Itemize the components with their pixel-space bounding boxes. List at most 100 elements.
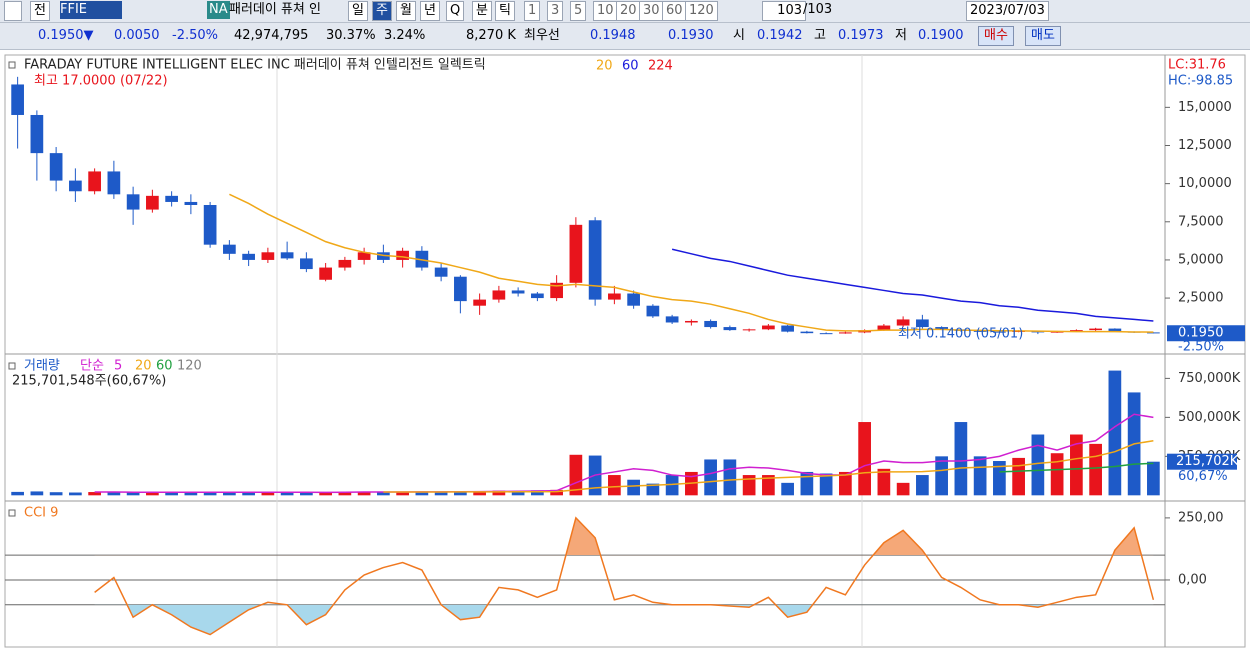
volume-bar bbox=[1031, 434, 1045, 496]
ratio-label: 60,67% bbox=[1178, 469, 1228, 484]
candle-body bbox=[742, 329, 756, 331]
market-badge: NA bbox=[207, 1, 230, 19]
line-series bbox=[671, 248, 1154, 322]
volume-bar bbox=[704, 459, 717, 496]
candle-body bbox=[88, 171, 101, 192]
volume-bar bbox=[839, 471, 852, 496]
candle-body bbox=[762, 325, 775, 330]
volume-bar bbox=[203, 491, 217, 496]
candle-body bbox=[916, 319, 929, 328]
candle-body bbox=[242, 253, 255, 260]
candle-body bbox=[993, 331, 1006, 333]
volume-bar bbox=[800, 471, 814, 496]
volume-bar bbox=[954, 422, 968, 496]
volume-bar bbox=[454, 491, 467, 496]
icon[interactable] bbox=[4, 1, 22, 21]
buy-button[interactable]: 매수 bbox=[978, 26, 1014, 46]
candle-body bbox=[800, 331, 814, 334]
candle-body bbox=[184, 201, 198, 205]
period-button[interactable]: 월 bbox=[396, 1, 416, 21]
volume-bar bbox=[1089, 443, 1102, 496]
interval-button[interactable]: 10 bbox=[593, 1, 618, 21]
candle-body bbox=[511, 290, 525, 294]
interval-button[interactable]: 1 bbox=[524, 1, 541, 21]
count-total: /103 bbox=[803, 2, 833, 17]
label: 저 bbox=[895, 28, 907, 43]
sell-button[interactable]: 매도 bbox=[1025, 26, 1061, 46]
period-button[interactable]: Q bbox=[446, 1, 465, 21]
y-tick-label: 15,0000 bbox=[1178, 100, 1232, 115]
interval-button[interactable]: 120 bbox=[685, 1, 718, 21]
candle-body bbox=[223, 244, 236, 254]
chart-title: FARADAY FUTURE INTELLIGENT ELEC INC 패러데이… bbox=[24, 58, 486, 73]
volume-bar bbox=[126, 491, 140, 496]
change-label: -2.50% bbox=[1178, 340, 1224, 355]
volume-bar bbox=[242, 492, 255, 496]
period-button[interactable]: 주 bbox=[372, 1, 392, 21]
candle-body bbox=[69, 180, 82, 192]
candle-body bbox=[1147, 332, 1160, 334]
volume-bar bbox=[1070, 434, 1083, 496]
count-input[interactable]: 103 bbox=[762, 1, 806, 21]
candle-body bbox=[473, 299, 486, 306]
candle-body bbox=[30, 114, 44, 154]
volume-bar bbox=[531, 490, 544, 496]
volume-bar bbox=[492, 490, 506, 496]
candle-body bbox=[1050, 331, 1064, 333]
legend-entry: 20 bbox=[596, 59, 613, 74]
y-tick-label: 10,0000 bbox=[1178, 176, 1232, 191]
candle-body bbox=[1070, 330, 1083, 332]
candle-body bbox=[1108, 328, 1122, 332]
period-button[interactable]: 분 bbox=[472, 1, 492, 21]
volume-bar bbox=[300, 492, 313, 496]
interval-button[interactable]: 5 bbox=[570, 1, 587, 21]
high: 0.1973 bbox=[838, 28, 884, 43]
candle-body bbox=[396, 250, 409, 260]
volume-bar bbox=[319, 492, 332, 496]
interval-button[interactable]: 20 bbox=[616, 1, 641, 21]
volume-bar bbox=[280, 492, 294, 496]
interval-button[interactable]: 30 bbox=[639, 1, 664, 21]
volume-bar bbox=[608, 475, 621, 496]
period-button[interactable]: 틱 bbox=[495, 1, 515, 21]
open: 0.1942 bbox=[757, 28, 803, 43]
line-series bbox=[999, 462, 1154, 473]
price: 0.1950▼ bbox=[38, 28, 94, 43]
candle-body bbox=[531, 293, 544, 299]
interval-button[interactable]: 60 bbox=[662, 1, 687, 21]
volume-bar bbox=[184, 492, 198, 496]
line-series bbox=[94, 516, 1155, 636]
change-rate: -2.50% bbox=[172, 28, 218, 43]
volume: 42,974,795 bbox=[234, 28, 309, 43]
candle-body bbox=[300, 258, 313, 270]
legend-entry: 60 bbox=[622, 59, 639, 74]
panel-icon bbox=[8, 61, 16, 69]
candle-body bbox=[434, 267, 448, 277]
volume-note: 215,701,548주(60,67%) bbox=[12, 374, 166, 389]
y-tick-label: 250,00 bbox=[1178, 510, 1224, 525]
date-input[interactable]: 2023/07/03 bbox=[966, 1, 1049, 21]
lc-label: LC:31.76 bbox=[1168, 58, 1226, 73]
interval-button[interactable]: 3 bbox=[547, 1, 564, 21]
y-tick-label: 750,000K bbox=[1178, 371, 1241, 386]
y-tick-label: 0,00 bbox=[1178, 572, 1207, 587]
button[interactable]: 전 bbox=[30, 1, 50, 21]
cci-fill bbox=[127, 604, 1048, 635]
candle-body bbox=[877, 325, 891, 331]
candle-body bbox=[454, 276, 467, 302]
amount: 8,270 K bbox=[466, 28, 516, 43]
toolbar: 전 FFIE NA 패러데이 퓨쳐 인 일 주 월 년 Q 분 틱 1 3 5 … bbox=[0, 0, 1250, 23]
candle-body bbox=[203, 205, 217, 245]
candle-body bbox=[415, 250, 429, 268]
volume-bar bbox=[146, 492, 159, 496]
frame bbox=[4, 54, 1246, 648]
period-button[interactable]: 년 bbox=[420, 1, 440, 21]
volume-bar bbox=[49, 492, 63, 496]
volume-bar bbox=[877, 468, 891, 496]
period-button[interactable]: 일 bbox=[348, 1, 368, 21]
volume-bar bbox=[357, 491, 371, 496]
volume-bar bbox=[569, 454, 583, 496]
last-price-box bbox=[1167, 325, 1245, 342]
max-label: 최고 17.0000 (07/22) bbox=[34, 74, 168, 89]
symbol-input[interactable]: FFIE bbox=[60, 1, 122, 19]
